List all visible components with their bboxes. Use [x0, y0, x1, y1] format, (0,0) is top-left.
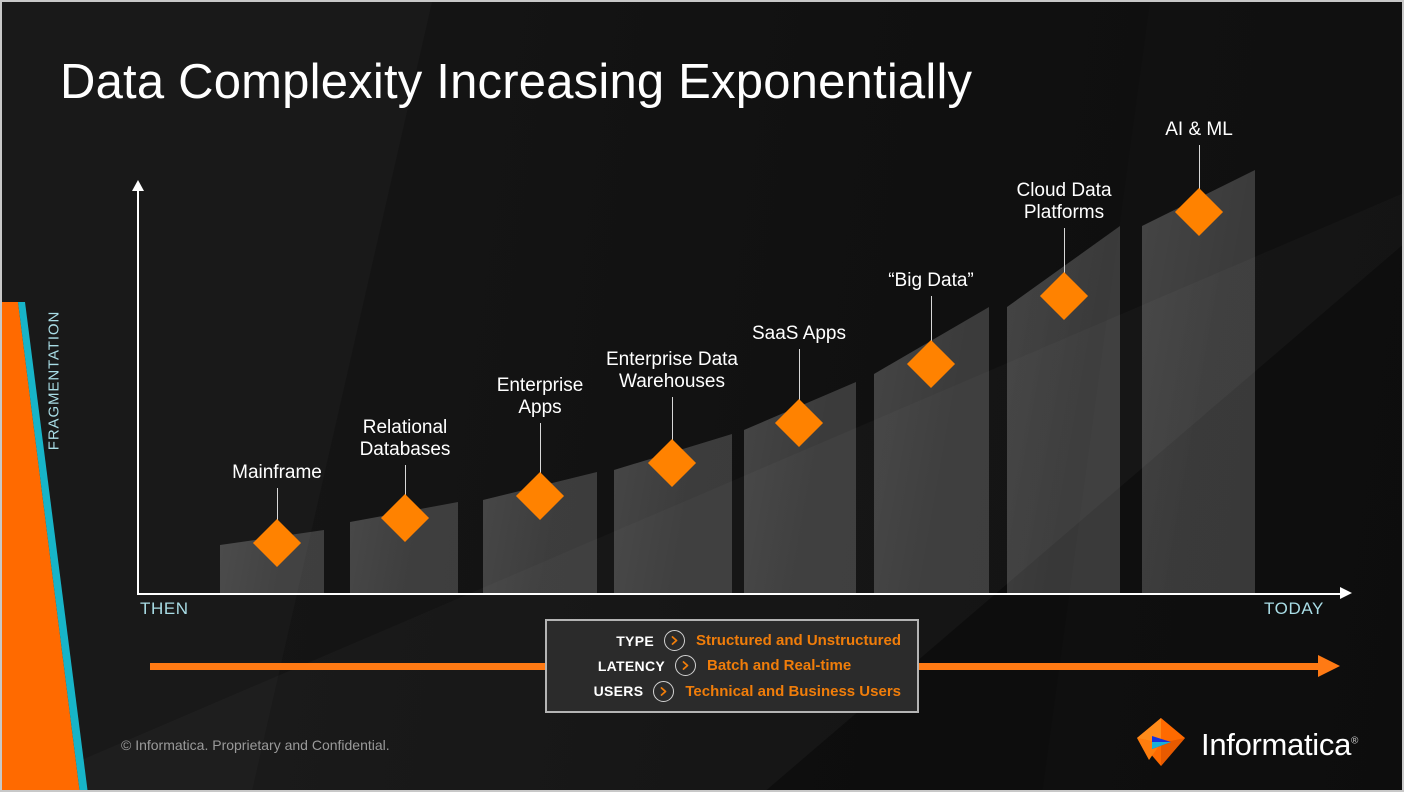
leader-line — [1199, 145, 1200, 195]
leader-line — [931, 296, 932, 347]
page-title: Data Complexity Increasing Exponentially — [60, 55, 973, 109]
legend-key-label: TYPE — [616, 632, 654, 649]
legend-value: Batch and Real-time — [707, 657, 852, 675]
leader-line — [540, 423, 541, 479]
leader-line — [277, 488, 278, 526]
leader-line — [799, 349, 800, 406]
bar-label: Cloud Data Platforms — [1016, 180, 1112, 223]
y-axis-line — [137, 190, 139, 595]
registered-trademark-icon: ® — [1351, 735, 1359, 747]
legend-value: Technical and Business Users — [685, 682, 901, 700]
leader-line — [1064, 228, 1065, 279]
legend-row: USERS Technical and Business Users — [547, 680, 901, 702]
leader-line — [405, 465, 406, 501]
bar-highlight — [1142, 170, 1255, 593]
bar-label: SaaS Apps — [751, 323, 847, 344]
legend-key-label: USERS — [593, 683, 644, 700]
chevron-right-circle-icon — [675, 655, 696, 677]
x-axis-line — [137, 593, 1344, 595]
y-axis-arrow-icon — [132, 180, 144, 191]
bar-label: Relational Databases — [359, 417, 451, 460]
informatica-gem-icon — [1135, 716, 1187, 773]
bar-label: Mainframe — [232, 462, 322, 483]
bar — [1142, 170, 1255, 593]
attributes-legend: TYPE Structured and Unstructured LATENCY Ba… — [545, 619, 919, 713]
bar-label: Enterprise Apps — [496, 375, 584, 418]
bar-label: AI & ML — [1165, 119, 1233, 140]
legend-row: TYPE Structured and Unstructured — [547, 630, 901, 652]
leader-line — [672, 397, 673, 446]
bar-label: “Big Data” — [888, 270, 974, 291]
informatica-wordmark: Informatica® — [1201, 726, 1359, 762]
informatica-logo: Informatica® — [1135, 716, 1358, 773]
x-axis-arrow-icon — [1340, 587, 1352, 599]
legend-key-label: LATENCY — [597, 657, 665, 674]
footer-copyright: © Informatica. Proprietary and Confident… — [121, 737, 390, 753]
legend-row: LATENCY Batch and Real-time — [547, 655, 901, 677]
chevron-right-circle-icon — [653, 680, 675, 702]
legend-value: Structured and Unstructured — [695, 632, 901, 650]
bar-label: Enterprise Data Warehouses — [605, 349, 739, 392]
timeline-arrow-head-icon — [1318, 655, 1340, 677]
chevron-right-circle-icon — [663, 630, 685, 652]
x-axis-start-label: THEN — [140, 599, 189, 618]
x-axis-end-label: TODAY — [1264, 599, 1324, 618]
